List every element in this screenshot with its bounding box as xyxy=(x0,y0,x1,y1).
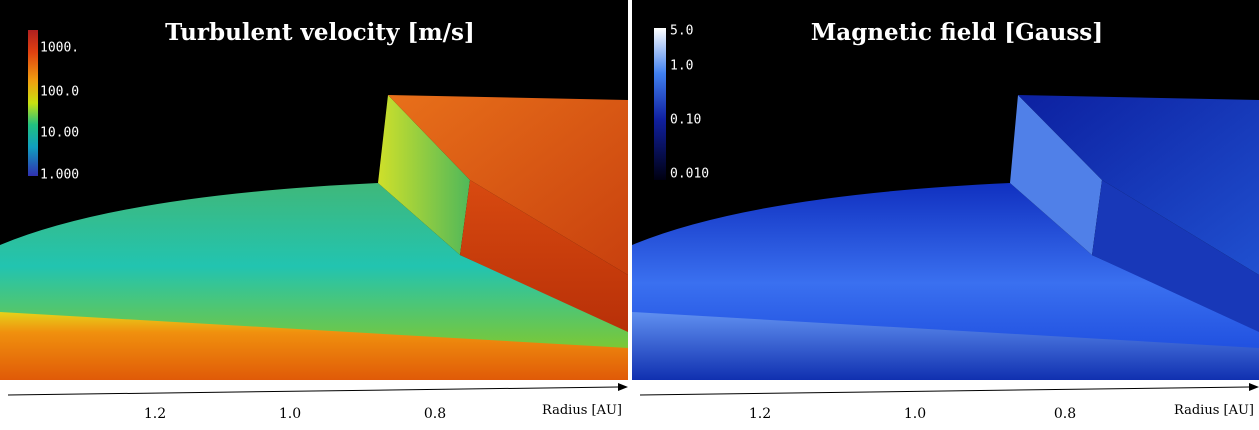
axis-line xyxy=(639,386,1250,396)
step-wall xyxy=(1010,95,1102,255)
panel: Turbulent velocity [m/s] 1000. 100.0 10.… xyxy=(0,0,628,422)
tick-label: 0.8 xyxy=(424,406,446,422)
colorbar xyxy=(654,28,666,180)
axis-arrow xyxy=(1249,383,1259,391)
colorbar-label: 100.0 xyxy=(40,85,79,100)
colorbar-label: 1000. xyxy=(40,41,79,56)
tick-label: 1.2 xyxy=(749,406,771,422)
front-face xyxy=(632,312,1259,380)
colorbar-label: 5.0 xyxy=(670,24,693,39)
colorbar-label: 10.00 xyxy=(40,126,79,141)
step-wall xyxy=(378,95,470,255)
tick-label: 1.0 xyxy=(904,406,926,422)
colorbar-label: 1.000 xyxy=(40,168,79,183)
colorbar-label: 0.010 xyxy=(670,167,709,182)
axis-label: Radius [AU] xyxy=(542,403,622,418)
front-face xyxy=(0,312,628,380)
thick-top xyxy=(1018,95,1259,275)
colorbar-label: 0.10 xyxy=(670,113,701,128)
tick-label: 1.2 xyxy=(144,406,166,422)
thin-disk-surface xyxy=(632,183,1259,350)
colorbar-label: 1.0 xyxy=(670,59,693,74)
colorbar xyxy=(28,30,38,176)
thick-side xyxy=(1092,180,1259,332)
tick-label: 0.8 xyxy=(1054,406,1076,422)
panel-title: Magnetic field [Gauss] xyxy=(811,19,1103,46)
panel: Magnetic field [Gauss] 5.0 1.0 0.10 0.01… xyxy=(632,0,1259,422)
axis-arrow xyxy=(618,383,628,391)
axis-line xyxy=(7,386,619,396)
thin-disk-surface xyxy=(0,183,628,350)
tick-label: 1.0 xyxy=(279,406,301,422)
panel-title: Turbulent velocity [m/s] xyxy=(165,19,475,46)
thick-top xyxy=(388,95,628,275)
axis-label: Radius [AU] xyxy=(1174,403,1254,418)
thick-side xyxy=(460,180,628,332)
